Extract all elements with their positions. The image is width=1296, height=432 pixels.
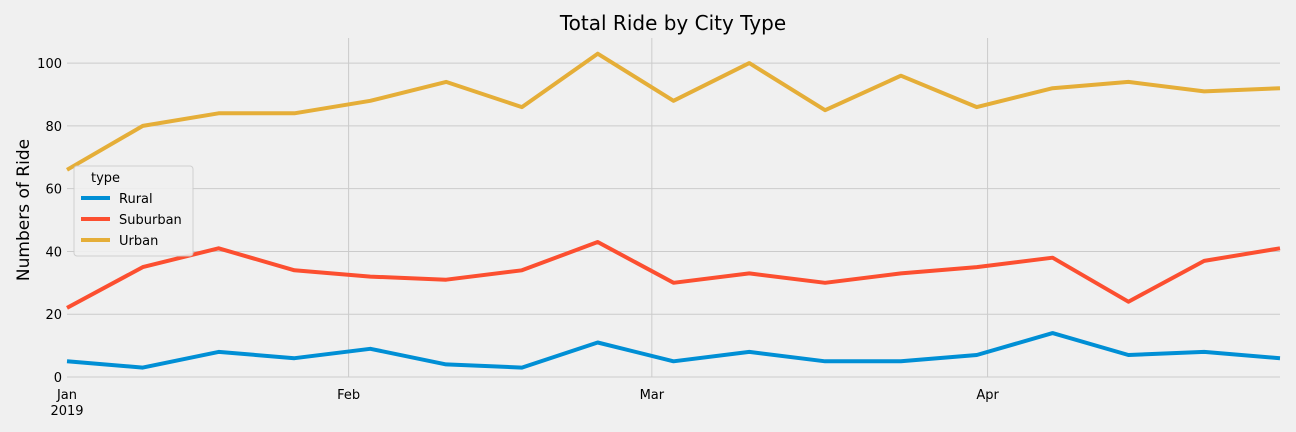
x-tick-label: Mar <box>640 388 665 403</box>
legend-title: type <box>91 171 120 186</box>
x-tick-label: Jan <box>56 388 77 403</box>
legend: type Rural Suburban Urban <box>73 165 194 257</box>
series-line-suburban <box>66 240 1281 310</box>
legend-box <box>73 165 194 257</box>
y-tick-label: 40 <box>45 245 62 260</box>
series-line-rural <box>66 331 1281 370</box>
grid <box>67 38 1280 378</box>
series-line-urban <box>65 51 1281 172</box>
legend-label: Urban <box>119 234 158 249</box>
x-tick-label: Apr <box>976 388 999 403</box>
x-tick-label: Feb <box>337 388 360 403</box>
y-tick-label: 20 <box>45 308 62 323</box>
y-tick-label: 0 <box>54 371 62 386</box>
x-tick-sublabel: 2019 <box>50 404 83 419</box>
y-axis-label: Numbers of Ride <box>14 139 34 281</box>
chart-title: Total Ride by City Type <box>559 11 786 35</box>
y-tick-label: 60 <box>45 183 62 198</box>
y-tick-label: 100 <box>37 57 62 72</box>
legend-label: Suburban <box>119 213 182 228</box>
series-lines <box>65 51 1281 370</box>
y-tick-label: 80 <box>45 120 62 135</box>
legend-label: Rural <box>119 192 153 207</box>
